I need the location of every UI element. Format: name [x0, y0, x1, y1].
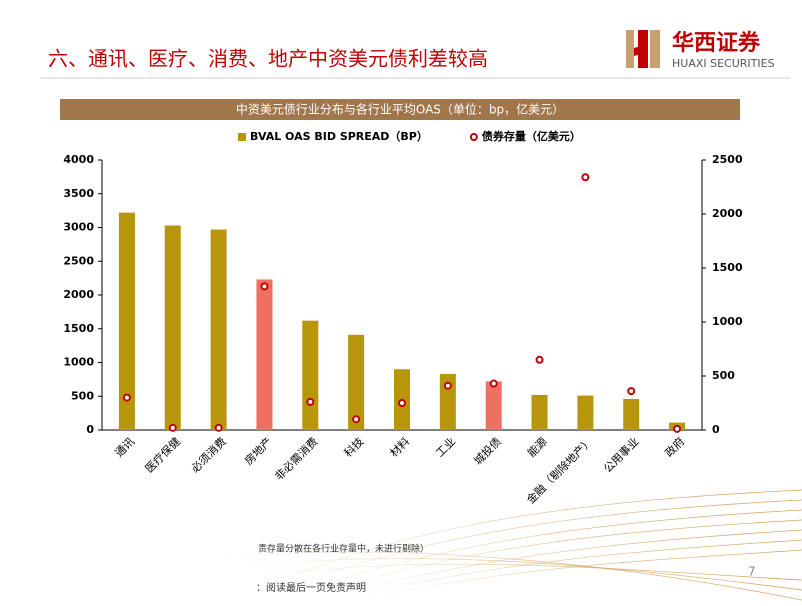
dot: [535, 355, 544, 364]
y2-tick-label: 2000: [712, 207, 743, 220]
x-tick-label: 城投债: [471, 434, 504, 467]
dot: [581, 173, 590, 182]
bar: [118, 212, 135, 430]
x-tick-label: 公用事业: [601, 435, 641, 475]
dot: [673, 424, 682, 433]
legend-marker: [238, 133, 246, 141]
y-tick-label: 2000: [63, 288, 94, 301]
chart-title: 中资美元债行业分布与各行业平均OAS（单位：bp，亿美元）: [236, 102, 564, 117]
x-tick-label: 科技: [341, 434, 366, 459]
y-tick-label: 1000: [63, 356, 94, 369]
y-tick-label: 4000: [63, 153, 94, 166]
dot: [443, 381, 452, 390]
dot: [306, 397, 315, 406]
slide-title: 六、通讯、医疗、消费、地产中资美元债利差较高: [48, 47, 488, 71]
bar: [623, 398, 640, 430]
legend-label: BVAL OAS BID SPREAD（BP）: [250, 130, 428, 143]
dot: [122, 393, 131, 402]
bar: [302, 320, 319, 430]
y2-tick-label: 1500: [712, 261, 743, 274]
x-tick-label: 房地产: [241, 434, 274, 467]
bar: [210, 229, 227, 430]
x-tick-label: 能源: [524, 434, 549, 459]
y-tick-label: 2500: [63, 254, 94, 267]
bar: [164, 225, 181, 430]
y-tick-label: 3000: [63, 221, 94, 234]
dot: [168, 423, 177, 432]
footnote: 责存量分散在各行业存量中，未进行剔除）: [258, 543, 429, 555]
bar: [485, 381, 502, 430]
x-tick-label: 政府: [662, 434, 687, 459]
disclaimer: ：阅读最后一页免责声明: [256, 581, 366, 594]
y-tick-label: 3500: [63, 187, 94, 200]
dot: [489, 379, 498, 388]
dot: [627, 387, 636, 396]
chart-banner: [60, 99, 740, 120]
y2-tick-label: 0: [712, 423, 720, 436]
bar: [439, 373, 456, 430]
bar: [348, 334, 365, 430]
x-tick-label: 必须消费: [188, 434, 229, 475]
dot: [398, 399, 406, 407]
logo-cn: 华西证券: [672, 30, 761, 56]
dot: [352, 415, 361, 424]
x-tick-label: 材料: [387, 434, 412, 459]
y-tick-label: 0: [86, 423, 94, 436]
page-number: 7: [748, 565, 756, 579]
y2-tick-label: 1000: [712, 315, 743, 328]
logo-en: HUAXI SECURITIES: [672, 57, 775, 70]
x-tick-label: 工业: [433, 435, 458, 460]
x-tick-label: 非必需消费: [272, 434, 321, 483]
bar: [256, 279, 273, 430]
logo: 华西证券 HUAXI SECURITIES: [626, 30, 775, 70]
y2-tick-label: 2500: [712, 153, 743, 166]
x-tick-label: 通讯: [112, 435, 137, 460]
x-tick-label: 医疗保健: [142, 434, 183, 475]
y-tick-label: 500: [71, 389, 94, 402]
y2-tick-label: 500: [712, 369, 735, 382]
bar: [531, 394, 548, 430]
bar: [577, 395, 594, 430]
decor-swirl: [199, 489, 802, 601]
dot: [214, 423, 223, 432]
dot: [260, 282, 269, 291]
legend-label: 债券存量（亿美元）: [482, 129, 581, 143]
legend-marker: [469, 133, 478, 141]
y-tick-label: 1500: [63, 322, 94, 335]
